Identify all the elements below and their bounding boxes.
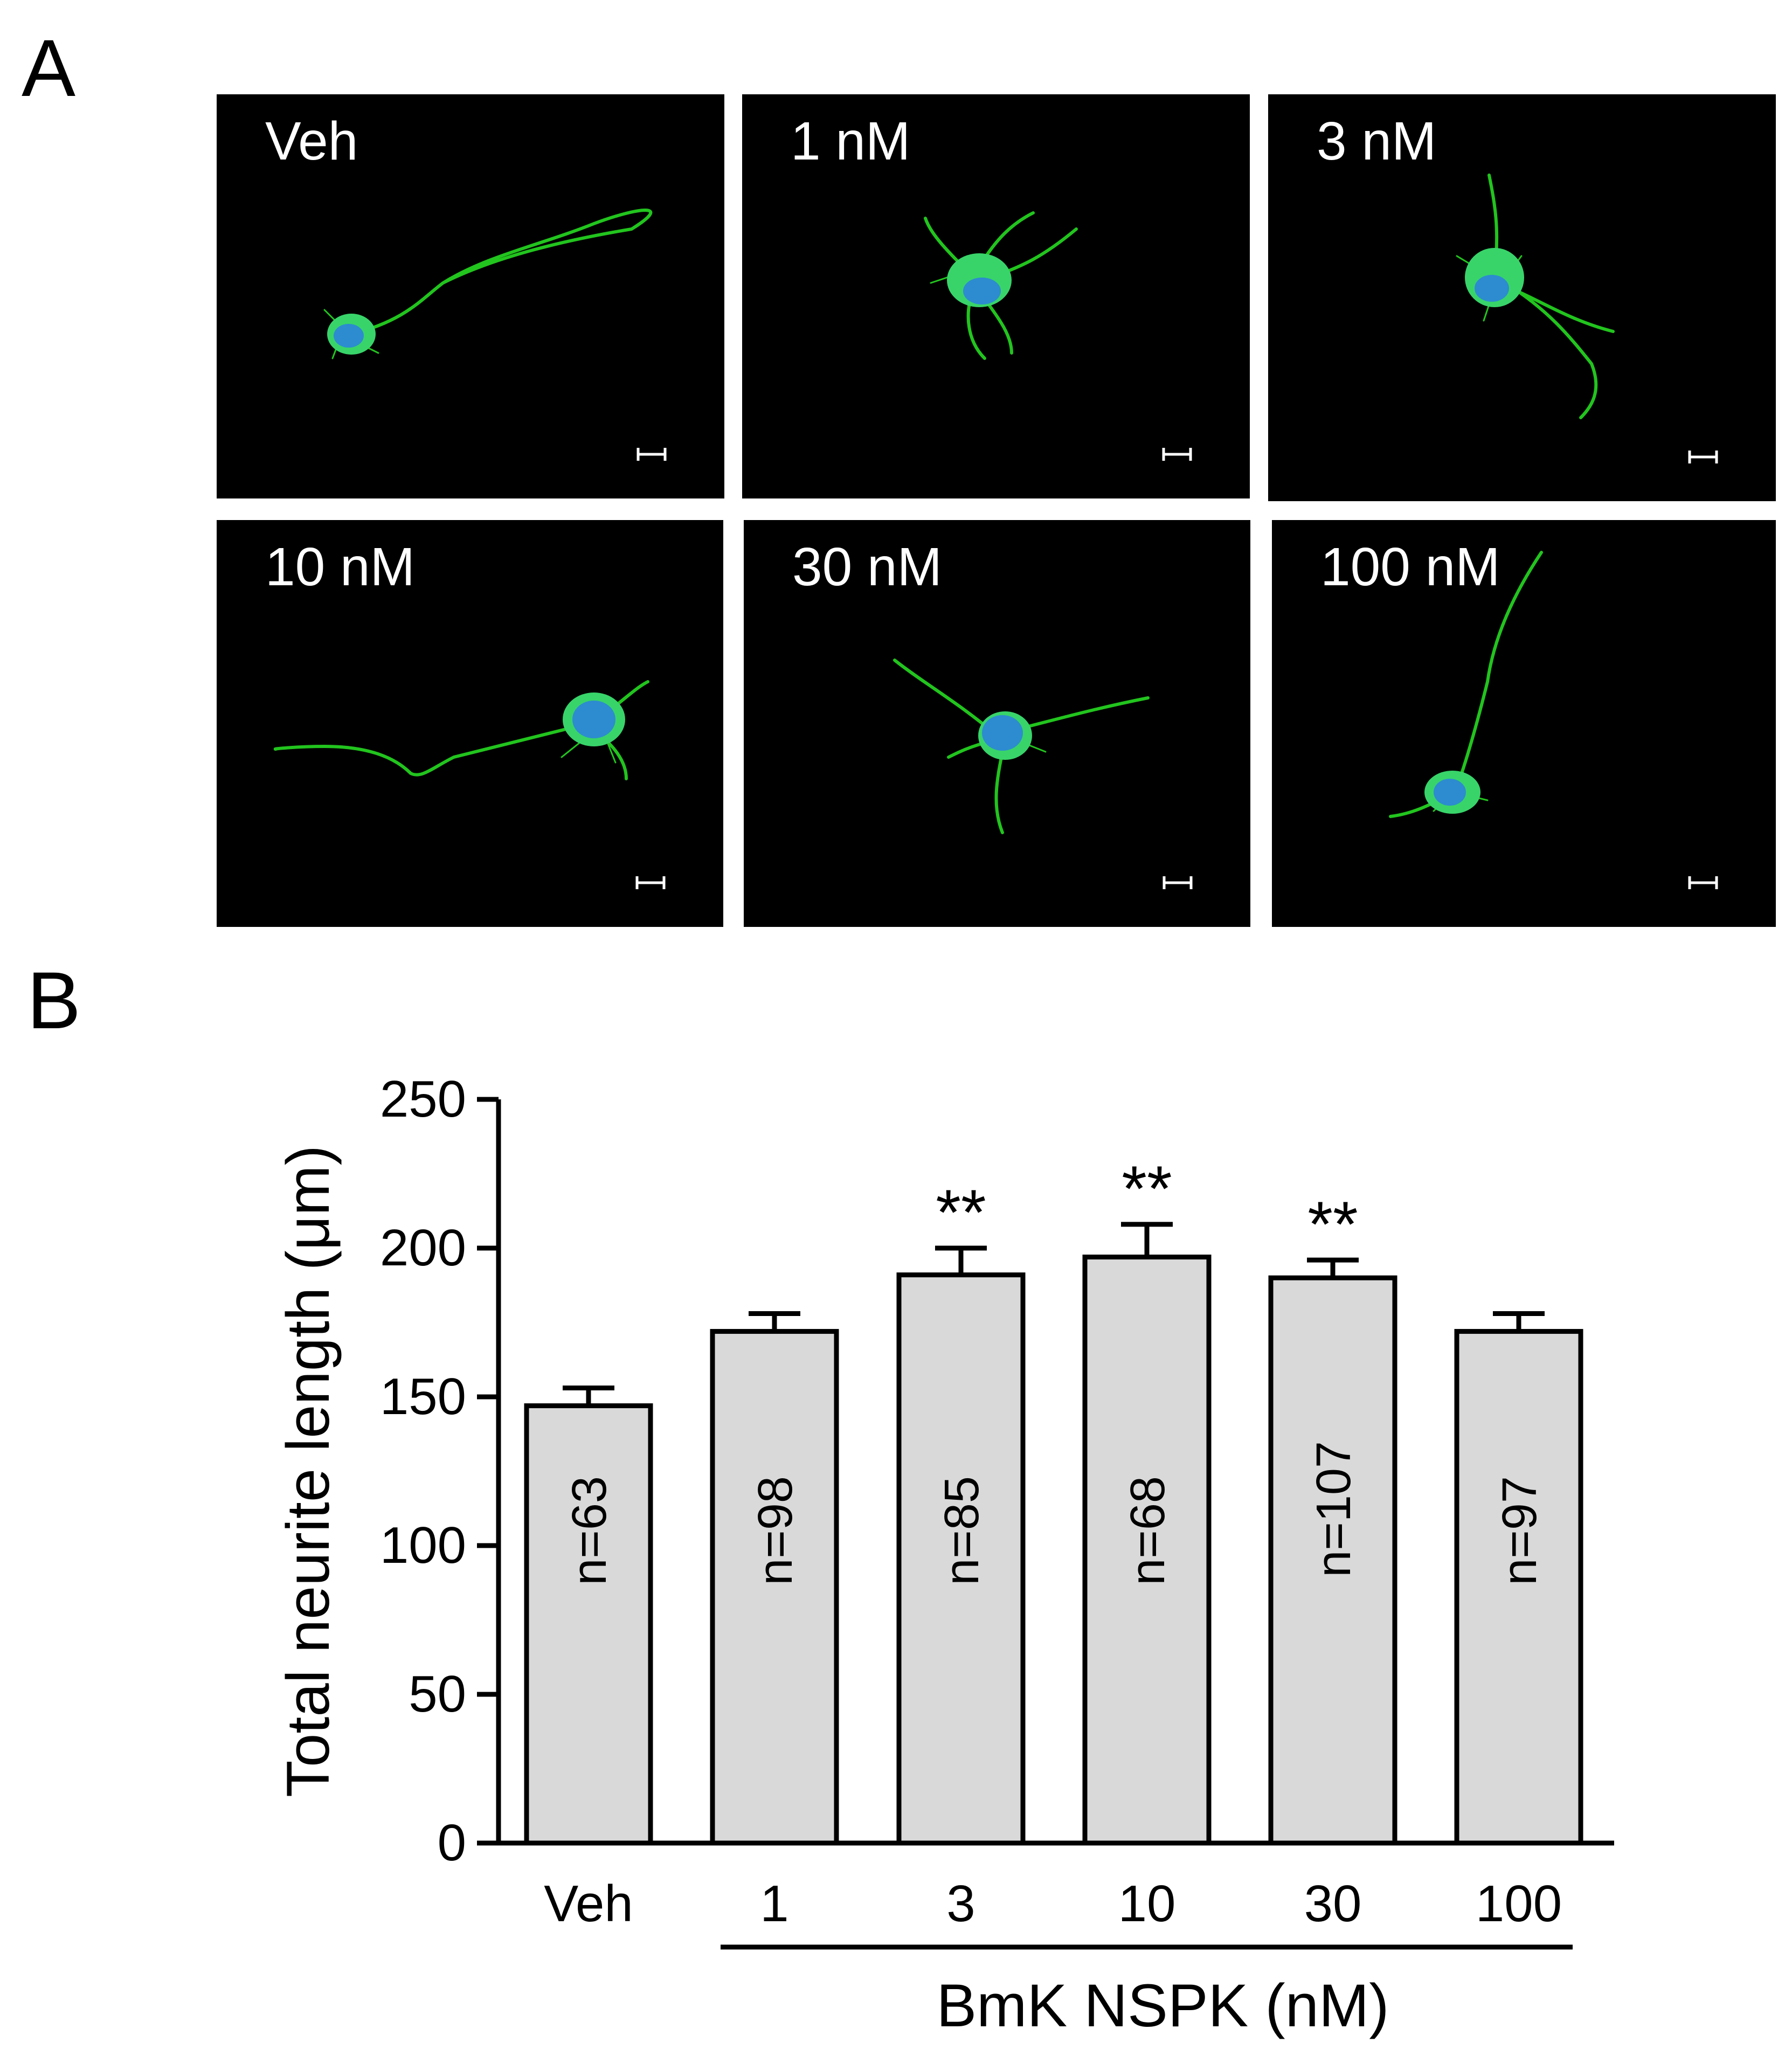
significance-stars: **: [1122, 1153, 1172, 1225]
n-label: n=63: [563, 1476, 617, 1585]
x-tick-label: 3: [946, 1875, 975, 1933]
group-label: BmK NSPK (nM): [936, 1972, 1389, 2039]
micrograph-n3: 3 nM: [1268, 94, 1776, 501]
bar: [710, 1329, 839, 1846]
scale-bar: [636, 448, 667, 461]
y-tick-label: 200: [380, 1219, 466, 1277]
scale-bar: [1688, 876, 1718, 889]
nucleus: [963, 278, 1001, 304]
significance-stars: **: [936, 1176, 986, 1249]
micrograph-label: Veh: [265, 111, 358, 171]
y-tick-label: 150: [380, 1368, 466, 1425]
y-tick-label: 50: [409, 1665, 466, 1723]
x-tick-label: 100: [1476, 1875, 1562, 1933]
neurite-length-bar-chart: 0 50 100 150 200 250 Total neurite length (μm)…: [274, 1070, 1614, 2039]
scale-bar: [1688, 451, 1718, 463]
y-axis-label: Total neurite length (μm): [274, 1145, 342, 1797]
nucleus: [1475, 275, 1509, 302]
micrograph-label: 3 nM: [1317, 111, 1437, 171]
nucleus: [1434, 779, 1466, 806]
micrograph-n100: 100 nM: [1272, 520, 1776, 927]
n-label: n=107: [1307, 1441, 1361, 1577]
x-tick-label: 10: [1118, 1875, 1176, 1933]
panel-a-letter: A: [22, 23, 76, 113]
y-tick-label: 250: [380, 1070, 466, 1128]
micrograph-label: 30 nM: [792, 537, 942, 597]
x-tick-label: 1: [760, 1875, 788, 1933]
x-tick-label: Veh: [544, 1875, 633, 1933]
scale-bar: [1162, 448, 1192, 461]
panel-b-letter: B: [27, 955, 81, 1045]
bar: [1082, 1255, 1212, 1846]
micrograph-n1: 1 nM: [742, 94, 1250, 498]
nucleus: [572, 701, 615, 738]
bar: [896, 1272, 1026, 1846]
bar: [1454, 1329, 1583, 1846]
y-tick-label: 100: [380, 1516, 466, 1574]
significance-stars: **: [1307, 1188, 1358, 1261]
nucleus: [334, 324, 364, 348]
bar: [524, 1403, 653, 1846]
micrograph-n30: 30 nM: [744, 520, 1250, 927]
micrograph-veh: Veh: [217, 94, 724, 498]
micrograph-label: 10 nM: [265, 537, 415, 597]
micrograph-label: 1 nM: [791, 111, 911, 171]
n-label: n=68: [1121, 1476, 1175, 1585]
n-label: n=98: [749, 1476, 802, 1585]
scale-bar: [635, 876, 666, 889]
y-tick-label: 0: [438, 1814, 466, 1872]
scale-bar: [1163, 876, 1193, 889]
n-label: n=97: [1493, 1476, 1547, 1585]
nucleus: [982, 715, 1023, 751]
n-label: n=85: [935, 1476, 989, 1585]
bar: [1268, 1275, 1397, 1846]
x-tick-label: 30: [1304, 1875, 1362, 1933]
micrograph-label: 100 nM: [1320, 537, 1500, 597]
micrograph-n10: 10 nM: [217, 520, 723, 927]
